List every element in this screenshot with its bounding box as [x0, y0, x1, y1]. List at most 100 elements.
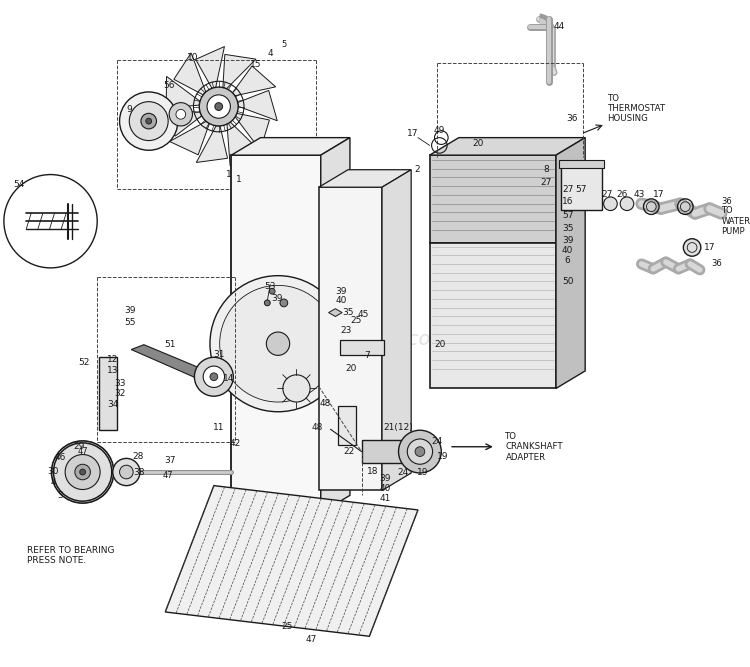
Circle shape — [203, 366, 224, 388]
Circle shape — [210, 373, 218, 381]
Bar — [362, 440, 415, 464]
Text: 40: 40 — [335, 296, 346, 305]
Bar — [99, 358, 117, 430]
Text: 52: 52 — [78, 358, 89, 367]
Text: 26: 26 — [616, 189, 628, 199]
Text: eReplacementParts.com: eReplacementParts.com — [211, 330, 450, 350]
Bar — [430, 155, 556, 243]
Text: 37: 37 — [164, 456, 176, 465]
Bar — [559, 160, 604, 168]
Text: 47: 47 — [77, 447, 88, 456]
Text: 18: 18 — [368, 466, 379, 476]
Text: 4: 4 — [51, 478, 56, 487]
Text: 10: 10 — [187, 53, 198, 63]
Circle shape — [646, 202, 656, 211]
Circle shape — [283, 375, 310, 402]
Text: 23: 23 — [340, 325, 352, 335]
Text: 43: 43 — [634, 189, 645, 199]
Text: REFER TO BEARING
PRESS NOTE.: REFER TO BEARING PRESS NOTE. — [27, 546, 115, 566]
Text: 2: 2 — [414, 165, 420, 174]
Circle shape — [65, 454, 100, 490]
Text: 12: 12 — [107, 355, 118, 364]
Text: 56: 56 — [164, 81, 175, 89]
Text: 15: 15 — [250, 60, 262, 69]
Text: 13: 13 — [107, 366, 118, 376]
Circle shape — [415, 447, 424, 456]
Bar — [231, 155, 321, 513]
Circle shape — [176, 109, 186, 119]
Circle shape — [200, 87, 238, 126]
Text: 27: 27 — [541, 178, 552, 187]
Text: 39: 39 — [379, 474, 391, 484]
Bar — [338, 406, 356, 445]
Text: 20: 20 — [434, 340, 446, 350]
Text: 24: 24 — [432, 438, 443, 446]
Text: 40: 40 — [562, 246, 573, 255]
Text: 19: 19 — [417, 468, 428, 478]
Text: 47: 47 — [163, 472, 173, 480]
Text: 42: 42 — [230, 440, 241, 448]
Circle shape — [265, 300, 270, 305]
Circle shape — [210, 275, 346, 412]
Text: 39: 39 — [562, 236, 574, 245]
Text: 40: 40 — [379, 484, 391, 493]
Circle shape — [407, 439, 433, 464]
Text: 51: 51 — [164, 340, 176, 350]
Text: 20: 20 — [472, 139, 484, 148]
Text: 30: 30 — [48, 466, 59, 476]
Text: 4: 4 — [268, 49, 273, 57]
Text: 7: 7 — [364, 351, 370, 360]
Text: 41: 41 — [379, 494, 391, 503]
Bar — [319, 187, 382, 490]
Text: 35: 35 — [342, 308, 354, 317]
Polygon shape — [158, 109, 202, 136]
Text: 22: 22 — [344, 447, 355, 456]
Bar — [561, 163, 602, 209]
Polygon shape — [328, 309, 342, 316]
Polygon shape — [196, 47, 224, 88]
Text: TO
THERMOSTAT
HOUSING: TO THERMOSTAT HOUSING — [608, 93, 666, 123]
Text: 25: 25 — [350, 316, 361, 325]
Text: 39: 39 — [272, 295, 283, 303]
Text: 36: 36 — [712, 259, 722, 269]
Text: TO
CRANKSHAFT
ADAPTER: TO CRANKSHAFT ADAPTER — [506, 432, 563, 462]
Polygon shape — [170, 121, 209, 155]
Circle shape — [194, 358, 233, 396]
Circle shape — [129, 101, 168, 141]
Polygon shape — [223, 55, 256, 89]
Circle shape — [604, 197, 617, 211]
Text: 28: 28 — [132, 452, 144, 461]
Text: 53: 53 — [265, 282, 276, 291]
Text: 48: 48 — [319, 398, 331, 408]
Text: 1: 1 — [236, 175, 242, 184]
Circle shape — [53, 443, 112, 501]
Text: 32: 32 — [115, 389, 126, 398]
Polygon shape — [232, 66, 276, 96]
Circle shape — [146, 118, 152, 124]
Text: 9: 9 — [127, 105, 132, 114]
Text: 35: 35 — [562, 223, 574, 233]
Polygon shape — [227, 122, 254, 165]
Text: 3: 3 — [58, 491, 63, 500]
Text: 1: 1 — [226, 170, 231, 179]
Text: 14: 14 — [223, 374, 234, 384]
Polygon shape — [131, 345, 214, 381]
Circle shape — [620, 197, 634, 211]
Text: 27: 27 — [602, 189, 613, 199]
Circle shape — [266, 332, 290, 356]
Polygon shape — [236, 113, 269, 150]
Text: 54: 54 — [13, 180, 26, 189]
Circle shape — [119, 92, 178, 150]
Polygon shape — [196, 126, 227, 163]
Text: 16: 16 — [562, 197, 574, 206]
Polygon shape — [238, 91, 278, 121]
Text: 27: 27 — [562, 185, 573, 193]
Text: 44: 44 — [554, 22, 565, 31]
Text: TO
WATER
PUMP: TO WATER PUMP — [722, 206, 750, 236]
Text: 17: 17 — [704, 243, 716, 252]
Text: 20: 20 — [345, 364, 356, 374]
Circle shape — [170, 103, 193, 126]
Circle shape — [280, 299, 288, 307]
Circle shape — [680, 202, 690, 211]
Text: 6: 6 — [565, 255, 571, 265]
